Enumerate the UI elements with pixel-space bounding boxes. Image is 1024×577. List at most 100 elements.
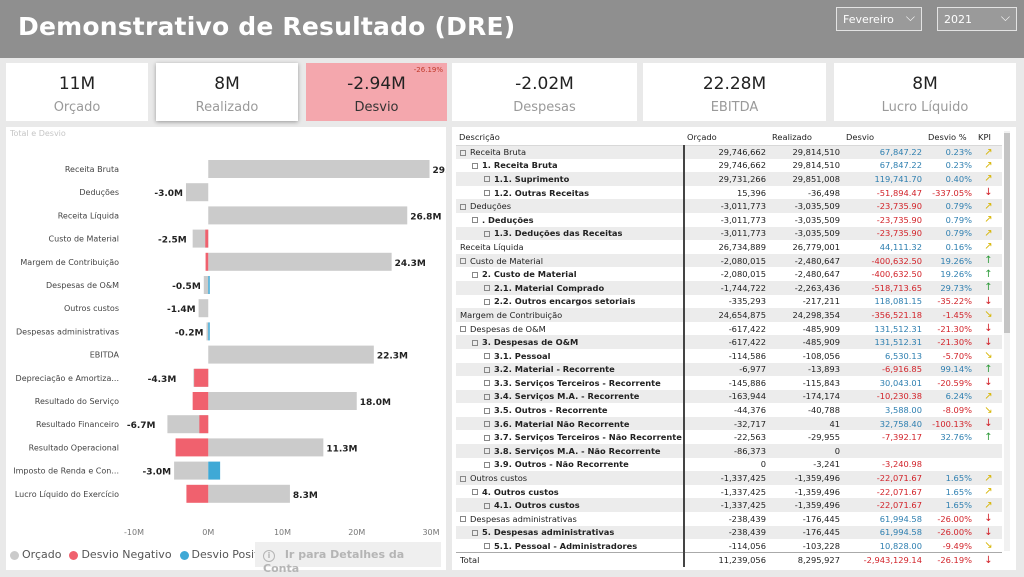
table-row[interactable]: Receita Líquida 26,734,889 26,779,001 44,11… [456,240,1002,254]
expand-icon[interactable] [484,190,490,197]
kpi-card-desvio[interactable]: -26.19% -2.94M Desvio [306,63,447,121]
bar-desvio-negativo[interactable] [194,368,209,387]
expand-icon[interactable] [484,176,490,183]
scrollbar-thumb[interactable] [1004,133,1010,333]
table-row[interactable]: Despesas administrativas -238,439 -176,445… [456,512,1002,526]
legend-item[interactable]: Desvio Positivo [179,548,275,561]
legend-item[interactable]: Desvio Negativo [69,548,172,561]
bar-desvio-negativo[interactable] [175,438,209,457]
expand-icon[interactable] [484,353,490,360]
table-row[interactable]: 5. Despesas administrativas -238,439 -176,… [456,525,1002,540]
expand-icon[interactable] [460,326,466,333]
table-row[interactable]: . Deduções -3,011,773 -3,035,509 -23,735.90… [456,212,1002,227]
expand-icon[interactable] [484,298,490,305]
table-row[interactable]: 3.8. Serviços M.A. - Não Recorrente -86,3… [456,444,1002,458]
month-slicer[interactable]: Fevereiro ⌵ [836,7,922,31]
kpi-card-lucro-liquido[interactable]: 8M Lucro Líquido [834,63,1016,121]
bar-orcado[interactable] [208,252,392,271]
table-row[interactable]: 3.2. Material - Recorrente -6,977 -13,893-… [456,362,1002,377]
column-header[interactable]: KPI [975,130,1002,146]
table-row[interactable]: 1. Receita Bruta 29,746,662 29,814,510 67,8… [456,158,1002,173]
expand-icon[interactable] [460,516,466,523]
bar-desvio-positivo[interactable] [208,322,210,341]
expand-icon[interactable] [472,489,478,496]
expand-icon[interactable] [472,217,478,224]
expand-icon[interactable] [484,421,490,428]
expand-icon[interactable] [484,366,490,373]
year-slicer[interactable]: 2021 ⌵ [937,7,1017,31]
bar-orcado[interactable] [185,183,209,202]
column-header[interactable]: Desvio % [925,130,975,146]
expand-icon[interactable] [472,339,478,346]
table-row[interactable]: Receita Bruta 29,746,662 29,814,510 67,847.… [456,145,1002,159]
kpi-card-realizado[interactable]: 8M Realizado [156,63,298,121]
bar-orcado[interactable] [192,229,209,248]
expand-icon[interactable] [460,258,466,265]
table-row[interactable]: 3.5. Outros - Recorrente -44,376 -40,788 3,… [456,403,1002,417]
kpi-card-ebitda[interactable]: 22.28M EBITDA [643,63,826,121]
bar-orcado[interactable] [206,322,209,341]
expand-icon[interactable] [484,502,490,509]
bar-desvio-positivo[interactable] [208,276,210,294]
expand-icon[interactable] [484,407,490,414]
legend-item[interactable]: Orçado [10,548,61,561]
table-row[interactable]: 3. Despesas de O&M -617,422 -485,909 131,51… [456,335,1002,349]
expand-icon[interactable] [484,448,490,455]
bar-desvio-positivo[interactable] [208,461,221,480]
table-row[interactable]: 5.1. Pessoal - Administradores -114,056 -1… [456,539,1002,553]
bar-desvio-negativo[interactable] [186,484,209,503]
table-row[interactable]: Outros custos -1,337,425 -1,359,496 -22,071… [456,471,1002,485]
table-row[interactable]: 1.1. Suprimento 29,731,266 29,851,008 119,7… [456,172,1002,186]
vertical-scrollbar[interactable] [1004,131,1010,551]
bar-orcado[interactable] [198,299,209,318]
table-row[interactable]: 1.2. Outras Receitas 15,396 -36,498 -51,894… [456,185,1002,200]
table-row[interactable]: Deduções -3,011,773 -3,035,509 -23,735.90 0.… [456,199,1002,213]
table-row[interactable]: 3.6. Material Não Recorrente -32,717 41 32,… [456,416,1002,431]
bar-orcado[interactable] [208,438,324,457]
bar-desvio-negativo[interactable] [205,229,209,248]
bar-orcado[interactable] [208,345,374,364]
table-row[interactable]: 3.9. Outros - Não Recorrente 0 -3,241 -3,24… [456,457,1002,472]
table-row[interactable]: Despesas de O&M -617,422 -485,909 131,512.3… [456,321,1002,336]
bar-desvio-negativo[interactable] [199,415,209,434]
table-row[interactable]: Custo de Material -2,080,015 -2,480,647 -40… [456,253,1002,268]
expand-icon[interactable] [460,475,466,482]
expand-icon[interactable] [460,149,466,156]
expand-icon[interactable] [460,203,466,210]
bar-orcado[interactable] [208,160,430,178]
expand-icon[interactable] [484,285,490,292]
expand-icon[interactable] [472,162,478,169]
expand-icon[interactable] [484,393,490,400]
table-row[interactable]: 4.1. Outros custos -1,337,425 -1,359,496 -2… [456,498,1002,513]
expand-icon[interactable] [484,380,490,387]
bar-desvio-negativo[interactable] [192,392,209,410]
kpi-card-orcado[interactable]: 11M Orçado [6,63,148,121]
table-row[interactable]: 2.1. Material Comprado -1,744,722 -2,263,4… [456,280,1002,295]
bar-desvio-negativo[interactable] [205,252,209,271]
bar-orcado[interactable] [167,415,209,434]
expand-icon[interactable] [472,529,478,536]
column-header[interactable]: Orçado [684,130,769,146]
expand-icon[interactable] [484,230,490,237]
bar-orcado[interactable] [208,484,290,503]
table-row[interactable]: 3.7. Serviços Terceiros - Não Recorrente… [456,430,1002,445]
bar-orcado[interactable] [208,392,357,410]
column-header[interactable]: Descrição [456,130,684,146]
detail-account-button[interactable]: i Ir para Detalhes da Conta [255,542,441,575]
bar-orcado[interactable] [208,206,408,225]
expand-icon[interactable] [484,461,490,468]
table-row[interactable]: 3.4. Serviços M.A. - Recorrente -163,944-… [456,389,1002,404]
expand-icon[interactable] [484,543,490,550]
expand-icon[interactable] [484,434,490,441]
table-row[interactable]: 2. Custo de Material -2,080,015 -2,480,647… [456,267,1002,281]
table-row[interactable]: 1.3. Deduções das Receitas -3,011,773 -3,0… [456,226,1002,241]
expand-icon[interactable] [472,271,478,278]
column-header[interactable]: Realizado [769,130,843,146]
table-row[interactable]: 3.1. Pessoal -114,586 -108,056 6,530.13 -5.7… [456,348,1002,363]
table-row[interactable]: Margem de Contribuição 24,654,875 24,298,3… [456,308,1002,322]
column-header[interactable]: Desvio [843,130,925,146]
waterfall-chart[interactable]: Receita Bruta 29.8M Deduções -3.0M Receita L… [6,127,446,542]
kpi-card-despesas[interactable]: -2.02M Despesas [452,63,637,121]
bar-orcado[interactable] [174,461,209,480]
table-row[interactable]: 2.2. Outros encargos setoriais -335,293 -2… [456,294,1002,309]
